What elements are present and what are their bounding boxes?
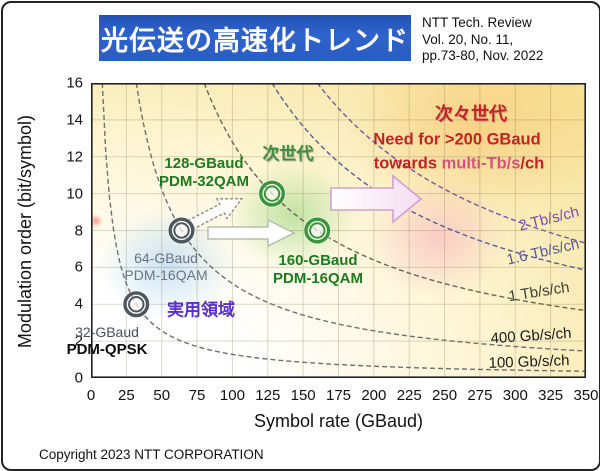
point-label-160gbaud: 160-GBaud PDM-16QAM bbox=[272, 252, 363, 287]
x-tick-label: 50 bbox=[153, 387, 171, 404]
gridlines bbox=[91, 83, 586, 378]
need-statement-line1: Need for >200 GBaud bbox=[373, 130, 541, 149]
x-tick-label: 250 bbox=[432, 387, 458, 404]
x-tick-label: 125 bbox=[255, 387, 281, 404]
reference-line: NTT Tech. Review bbox=[422, 15, 532, 30]
reference-line: pp.73-80, Nov. 2022 bbox=[422, 48, 544, 64]
reference-citation: NTT Tech. Review Vol. 20, No. 11, pp.73-… bbox=[422, 15, 543, 65]
data-point-marker bbox=[122, 290, 151, 319]
point-label-64gbaud: 64-GBaud PDM-16QAM bbox=[124, 250, 208, 283]
page-title: 光伝送の高速化トレンド bbox=[101, 25, 409, 56]
next-gen-label: 次世代 bbox=[262, 144, 314, 164]
y-tick-label: 4 bbox=[74, 295, 83, 313]
plot-border bbox=[91, 83, 586, 378]
point-label-32gbaud: 32-GBaud PDM-QPSK bbox=[66, 324, 148, 358]
y-tick-label: 10 bbox=[66, 185, 83, 203]
dashed-step-arrow bbox=[186, 197, 244, 231]
chart-canvas bbox=[91, 83, 586, 378]
x-tick-label: 225 bbox=[396, 387, 422, 404]
x-tick-label: 300 bbox=[502, 387, 528, 404]
chart-plot-area bbox=[91, 83, 586, 378]
practical-area-label: 実用領域 bbox=[167, 300, 235, 320]
reference-line: Vol. 20, No. 11, bbox=[422, 31, 514, 47]
x-tick-label: 275 bbox=[467, 387, 493, 404]
x-tick-label: 175 bbox=[325, 387, 352, 404]
data-point-marker bbox=[303, 216, 332, 245]
x-tick-label: 100 bbox=[219, 387, 245, 404]
y-tick-label: 6 bbox=[74, 258, 83, 276]
rate-curve bbox=[271, 83, 586, 271]
rate-curve bbox=[135, 83, 586, 352]
upgrade-arrows bbox=[186, 174, 423, 248]
x-tick-label: 75 bbox=[188, 387, 206, 404]
x-tick-label: 150 bbox=[290, 387, 316, 404]
future-big-arrow bbox=[330, 174, 423, 224]
x-tick-label: 25 bbox=[118, 387, 135, 404]
y-tick-label: 8 bbox=[74, 222, 83, 239]
x-axis-title: Symbol rate (GBaud) bbox=[253, 411, 424, 431]
need-ch: /ch bbox=[520, 154, 545, 173]
y-tick-label: 2 bbox=[74, 332, 83, 350]
data-point-marker bbox=[258, 179, 287, 208]
y-tick-label: 14 bbox=[66, 111, 83, 129]
x-tick-label: 350 bbox=[573, 387, 599, 404]
point-label-128gbaud: 128-GBaud PDM-32QAM bbox=[158, 155, 249, 190]
y-tick-label: 0 bbox=[74, 369, 83, 387]
x-tick-label: 200 bbox=[361, 387, 387, 404]
need-statement-line2: towards multi-Tb/s/ch bbox=[374, 152, 545, 175]
data-point-marker bbox=[167, 216, 196, 245]
curve-label-100gbs: 100 Gb/s/ch bbox=[488, 352, 570, 372]
need-towards: towards bbox=[373, 154, 442, 173]
x-tick-label: 0 bbox=[86, 387, 96, 404]
white-step-arrow bbox=[207, 218, 296, 248]
y-tick-label: 16 bbox=[66, 74, 83, 92]
copyright-notice: Copyright 2023 NTT CORPORATION bbox=[39, 447, 264, 462]
y-axis-title: Modulation order (bit/symbol) bbox=[15, 114, 35, 349]
y-tick-label: 12 bbox=[66, 148, 83, 166]
x-tick-label: 325 bbox=[538, 387, 564, 404]
title-banner: 光伝送の高速化トレンド bbox=[99, 15, 411, 61]
next-next-gen-label: 次々世代 bbox=[435, 104, 507, 124]
rate-curve bbox=[101, 83, 586, 372]
need-multi-tbs: multi-Tb/s bbox=[441, 154, 521, 173]
rate-curve bbox=[316, 83, 586, 244]
data-point-markers bbox=[122, 179, 332, 319]
